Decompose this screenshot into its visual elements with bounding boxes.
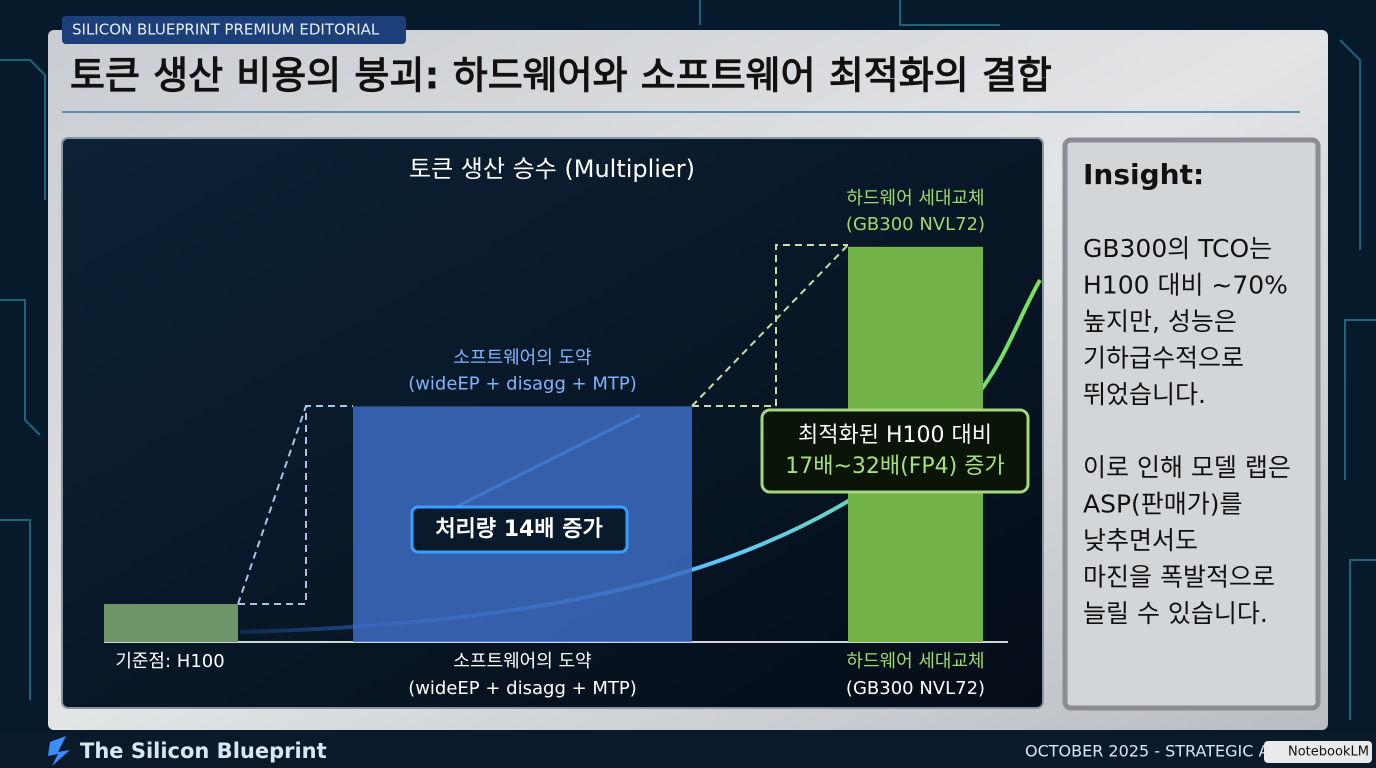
insight-line: 높지만, 성능은	[1083, 307, 1237, 336]
callouts: 처리량 14배 증가 최적화된 H100 대비 17배~32배(FP4) 증가	[410, 408, 1030, 554]
insight-line: 낮추면서도	[1083, 526, 1198, 555]
callout-box	[760, 408, 1030, 494]
insight-line: 기하급수적으로	[1083, 344, 1244, 373]
insight-line: ASP(판매가)를	[1083, 490, 1243, 519]
x-tick-label: 소프트웨어의 도약	[453, 651, 591, 672]
circuit-lines	[0, 0, 1376, 720]
logo	[48, 736, 70, 766]
chart-title: 토큰 생산 승수 (Multiplier)	[409, 155, 695, 183]
badge-box	[62, 16, 406, 44]
footer-date: OCTOBER 2025 - STRATEGIC A	[1025, 742, 1269, 761]
bar-sublabel: (GB300 NVL72)	[846, 214, 985, 235]
callout: 처리량 14배 증가	[435, 517, 602, 542]
insight-line: H100 대비 ~70%	[1083, 271, 1288, 300]
insight-line: GB300의 TCO는	[1083, 234, 1272, 263]
connector	[238, 405, 353, 605]
connector	[237, 405, 307, 605]
x-tick-sublabel: (GB300 NVL72)	[846, 678, 985, 699]
insight-panel	[1062, 137, 1321, 711]
insight-line: 마진을 폭발적으로	[1083, 563, 1275, 592]
insight-text: GB300의 TCO는 H100 대비 ~70% 높지만, 성능은기하급수적으로뛰었…	[1083, 234, 1291, 628]
bar-label: 소프트웨어의 도약	[453, 347, 591, 368]
insight-line: 이로 인해 모델 랩은	[1083, 453, 1291, 482]
insight-heading: Insight:	[1083, 158, 1204, 191]
tool-badge	[1264, 741, 1372, 763]
callout-box	[410, 505, 629, 554]
footer-tool: NotebookLM	[1288, 745, 1369, 760]
connector	[691, 244, 849, 407]
insight-line: 늘릴 수 있습니다.	[1083, 599, 1268, 628]
callout: 최적화된 H100 대비	[798, 423, 992, 448]
x-tick-sublabel: (wideEP + disagg + MTP)	[408, 678, 637, 699]
footer-brand: The Silicon Blueprint	[80, 739, 327, 763]
x-tick-label: 기준점: H100	[115, 651, 224, 672]
footer-bar	[0, 734, 1376, 768]
bar	[104, 604, 238, 642]
bar-sublabel: (wideEP + disagg + MTP)	[408, 373, 637, 394]
x-tick-label: 하드웨어 세대교체	[846, 651, 984, 672]
badge: SILICON BLUEPRINT PREMIUM EDITORIAL	[72, 21, 380, 39]
bar-label: 하드웨어 세대교체	[846, 188, 984, 209]
callout: 17배~32배(FP4) 증가	[785, 454, 1004, 479]
page-title: 토큰 생산 비용의 붕괴: 하드웨어와 소프트웨어 최적화의 결합	[70, 54, 1052, 98]
insight-line: 뛰었습니다.	[1083, 380, 1206, 409]
